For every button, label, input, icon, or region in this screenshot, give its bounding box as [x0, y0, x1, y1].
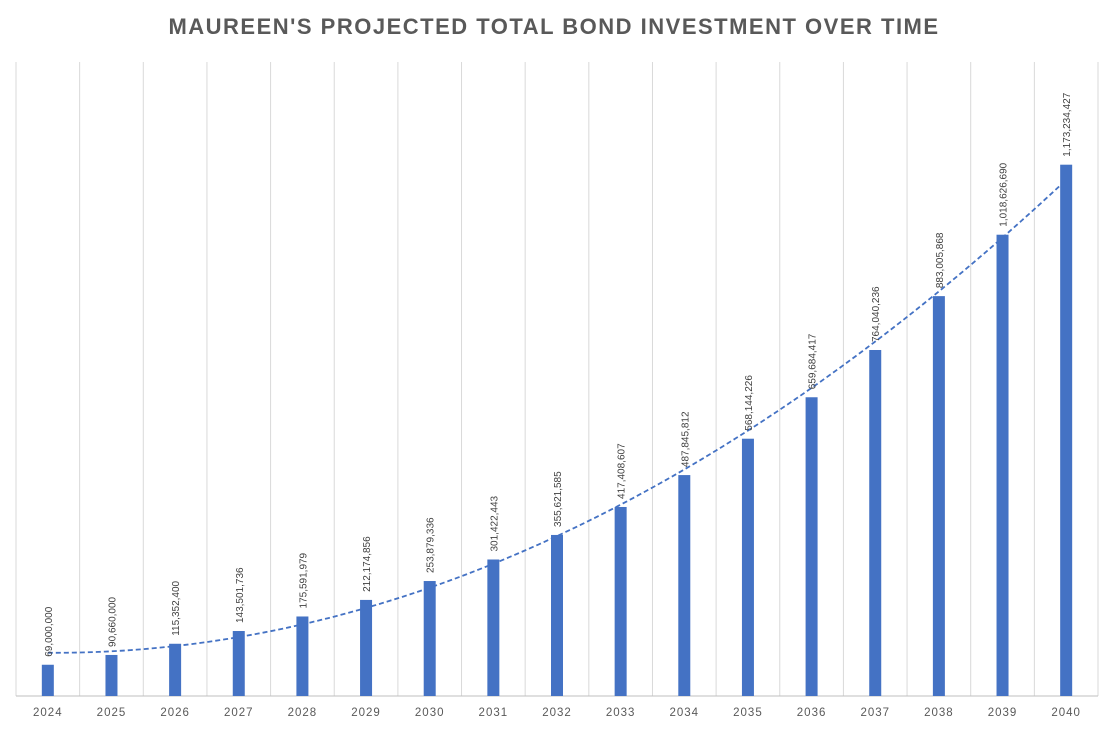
data-label-2039: 1,018,626,690 — [999, 162, 1010, 226]
bar-2027 — [232, 631, 245, 696]
bar-2040 — [1060, 164, 1073, 697]
bar-2031 — [487, 559, 500, 696]
bar-2024 — [41, 664, 54, 696]
x-tick-2038: 2038 — [924, 707, 954, 719]
data-label-2029: 212,174,856 — [362, 536, 373, 592]
trendline — [47, 179, 1067, 654]
bar-2037 — [869, 349, 882, 696]
bar-2035 — [741, 438, 754, 696]
bar-2036 — [805, 397, 818, 696]
data-label-2025: 90,660,000 — [107, 596, 118, 646]
x-tick-2036: 2036 — [797, 707, 827, 719]
data-label-2037: 764,040,236 — [871, 286, 882, 342]
x-tick-2039: 2039 — [988, 707, 1018, 719]
bar-2038 — [932, 296, 945, 696]
data-label-2027: 143,501,736 — [235, 567, 246, 623]
data-label-2033: 417,408,607 — [617, 443, 628, 499]
x-tick-2032: 2032 — [542, 707, 572, 719]
x-tick-2025: 2025 — [97, 707, 127, 719]
data-label-2040: 1,173,234,427 — [1062, 92, 1073, 156]
x-tick-2026: 2026 — [160, 707, 190, 719]
trendline-layer — [47, 179, 1067, 654]
data-label-2034: 487,845,812 — [680, 411, 691, 467]
bar-2032 — [551, 534, 563, 696]
data-label-2035: 568,144,226 — [744, 375, 755, 431]
chart-title: MAUREEN'S PROJECTED TOTAL BOND INVESTMEN… — [168, 14, 940, 39]
data-label-2036: 659,684,417 — [808, 333, 819, 389]
bar-2030 — [423, 581, 436, 696]
data-label-2038: 883,005,868 — [935, 232, 946, 288]
data-label-2028: 175,591,979 — [298, 552, 309, 608]
x-tick-2034: 2034 — [669, 707, 699, 719]
data-label-2032: 355,621,585 — [553, 471, 564, 527]
gridlines — [15, 62, 1099, 697]
data-label-2030: 253,879,336 — [426, 517, 437, 573]
bars — [41, 164, 1073, 697]
x-axis-ticks: 2024 2025 2026 2027 2028 2029 2030 2031 2032 2033… — [33, 707, 1081, 719]
bar-2033 — [614, 506, 627, 696]
x-tick-2029: 2029 — [351, 707, 381, 719]
x-tick-2027: 2027 — [224, 707, 254, 719]
x-tick-2035: 2035 — [733, 707, 763, 719]
x-tick-2040: 2040 — [1051, 707, 1081, 719]
bar-2029 — [360, 599, 373, 696]
bar-2026 — [169, 643, 182, 696]
x-tick-2024: 2024 — [33, 707, 63, 719]
bar-2039 — [996, 234, 1009, 696]
x-tick-2028: 2028 — [288, 707, 318, 719]
x-tick-2031: 2031 — [479, 707, 509, 719]
bar-2028 — [296, 616, 309, 696]
data-label-2024: 69,000,000 — [44, 606, 55, 656]
x-tick-2037: 2037 — [860, 707, 890, 719]
x-tick-2033: 2033 — [606, 707, 636, 719]
x-tick-2030: 2030 — [415, 707, 445, 719]
data-label-2031: 301,422,443 — [489, 495, 500, 551]
bar-2034 — [678, 475, 691, 696]
bar-2025 — [105, 654, 118, 696]
data-labels: 69,000,000 90,660,000 115,352,400 143,501,7… — [44, 92, 1073, 656]
data-label-2026: 115,352,400 — [171, 580, 182, 635]
